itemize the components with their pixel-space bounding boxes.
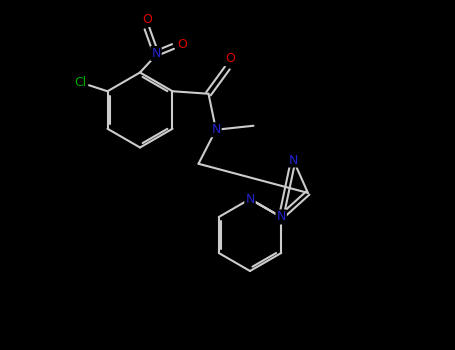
Text: O: O <box>177 38 187 51</box>
Text: N: N <box>277 210 286 224</box>
Text: N: N <box>288 154 298 167</box>
Text: N: N <box>152 47 161 60</box>
Text: N: N <box>211 123 221 136</box>
Text: N: N <box>245 193 255 205</box>
Text: O: O <box>225 52 235 65</box>
Text: Cl: Cl <box>74 76 86 89</box>
Text: O: O <box>142 13 152 26</box>
